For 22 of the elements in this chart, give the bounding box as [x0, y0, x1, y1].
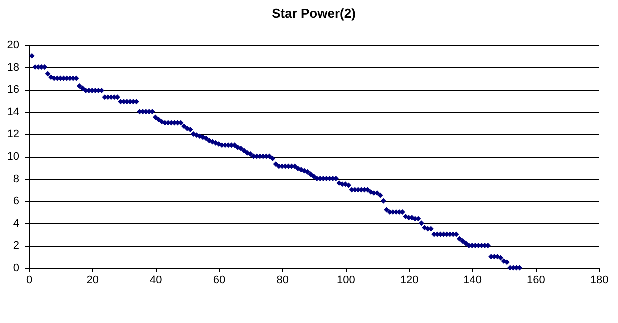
y-tick-label: 18 [7, 62, 20, 74]
x-tick-label: 80 [276, 274, 289, 286]
x-tick-label: 60 [213, 274, 226, 286]
y-tick-label: 2 [13, 240, 20, 252]
x-tick-label: 20 [86, 274, 99, 286]
y-tick-label: 10 [7, 151, 20, 163]
y-tick-label: 6 [13, 196, 20, 208]
x-tick-label: 140 [464, 274, 482, 286]
y-tick-label: 12 [7, 128, 20, 141]
chart-title: Star Power(2) [272, 6, 356, 21]
y-tick-label: 14 [7, 106, 20, 118]
y-tick-label: 4 [13, 218, 20, 230]
y-tick-label: 16 [7, 84, 20, 96]
x-tick-label: 0 [26, 274, 33, 286]
x-tick-label: 160 [526, 274, 546, 286]
y-tick-label: 8 [13, 173, 20, 186]
x-tick-label: 120 [400, 274, 419, 286]
y-tick-label: 20 [7, 40, 20, 52]
x-tick-label: 180 [590, 274, 609, 286]
x-tick-label: 40 [150, 274, 162, 286]
x-tick-label: 100 [336, 274, 356, 286]
y-tick-label: 0 [13, 262, 20, 274]
